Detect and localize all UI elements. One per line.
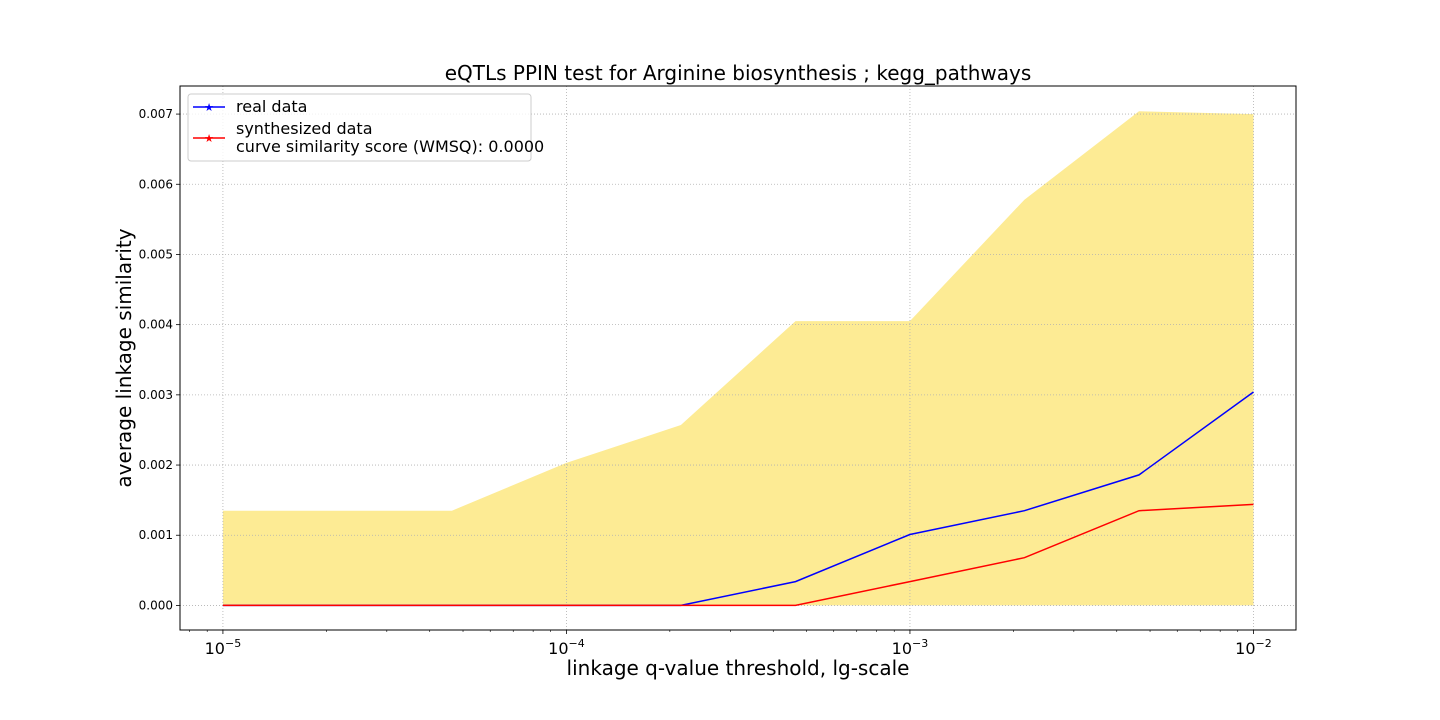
chart-title: eQTLs PPIN test for Arginine biosynthesi… [445,61,1032,85]
y-tick-label-6: 0.006 [139,177,173,191]
legend-marker-real: ★ [204,101,214,114]
axes-frame [179,85,1297,631]
legend-marker-synth: ★ [204,132,214,145]
x-tick-label-1: 10−4 [548,637,585,658]
x-tick-label-0: 10−5 [205,637,242,658]
legend-label-synth: synthesized data [236,119,373,138]
x-tick-label-2: 10−3 [892,637,929,658]
x-tick-label-3: 10−2 [1235,637,1272,658]
y-tick-label-2: 0.002 [139,458,173,472]
legend-label-real: real data [236,97,307,116]
legend-label-score: curve similarity score (WMSQ): 0.0000 [236,137,544,156]
series-line-1 [222,503,1254,607]
y-tick-label-0: 0.000 [139,598,173,612]
x-axis-label: linkage q-value threshold, lg-scale [567,656,910,680]
y-tick-label-3: 0.003 [139,388,173,402]
y-tick-label-4: 0.004 [139,318,173,332]
plot-area: 10−5 10−4 10−3 10−2 0.000 0.001 0.002 0.003 0.00… [139,85,1297,658]
legend: ★ real data ★ synthesized data curve sim… [187,93,544,162]
y-tick-label-1: 0.001 [139,528,173,542]
confidence-band [222,111,1254,606]
y-tick-label-7: 0.007 [139,107,173,121]
legend-box [187,93,532,162]
y-axis-label: average linkage similarity [112,228,136,487]
y-tick-label-5: 0.005 [139,247,173,261]
